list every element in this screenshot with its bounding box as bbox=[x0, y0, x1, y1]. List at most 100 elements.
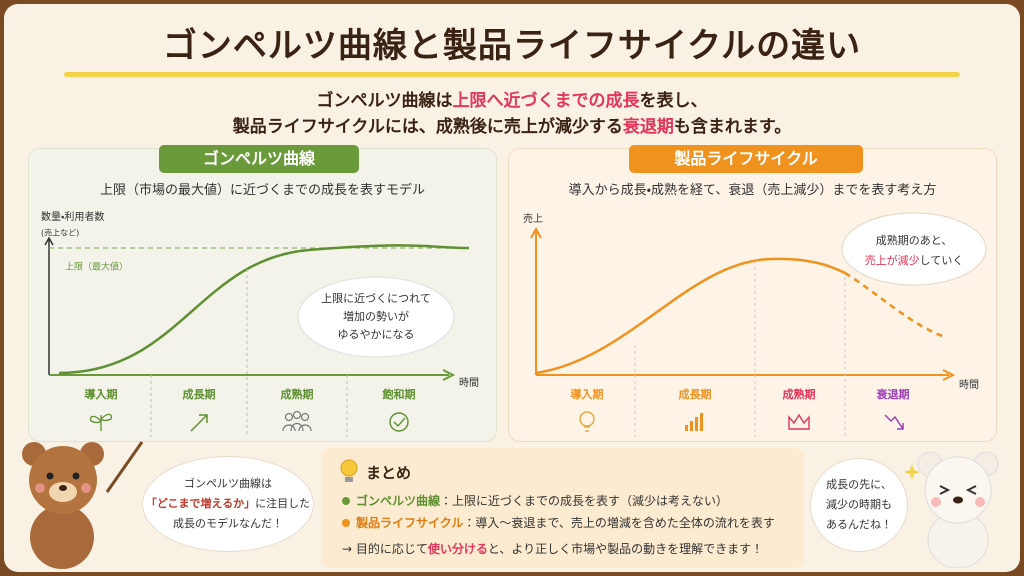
bulb-icon bbox=[579, 411, 595, 432]
bullet bbox=[342, 519, 350, 527]
summary-box: まとめ ゴンペルツ曲線：上限に近づくまでの成長を表す（減少は考えない） 製品ライ… bbox=[322, 448, 804, 568]
gompertz-chart: 数量・利用者数 (売上など) 時間 上限（最大値） 上限に近づくにつれて 増加の… bbox=[41, 210, 479, 437]
subtitle-emphasis: 衰退期 bbox=[622, 117, 674, 137]
callout-text: 売上が減少していく bbox=[865, 253, 964, 267]
speech-text: 成長の先に、 bbox=[826, 478, 892, 491]
y-axis-label: (売上など) bbox=[41, 228, 79, 238]
bear-eye bbox=[939, 485, 977, 495]
bear-head bbox=[924, 456, 992, 524]
callout-text: 成熟期のあと、 bbox=[876, 233, 953, 247]
summary-item: 製品ライフサイクル：導入〜衰退まで、売上の増減を含めた全体の流れを表す bbox=[342, 514, 775, 531]
speech-text: 「どこまで増えるか」に注目した bbox=[143, 494, 313, 514]
subtitle-line: 製品ライフサイクルには、成熟後に売上が減少する衰退期も含まれます。 bbox=[4, 112, 1020, 137]
stage-label: 導入期 bbox=[85, 387, 118, 401]
summary-text: ：導入〜衰退まで、売上の増減を含めた全体の流れを表す bbox=[463, 516, 775, 530]
stage-label: 成熟期 bbox=[783, 387, 816, 401]
sprout-icon bbox=[89, 413, 113, 431]
speech-text: に注目した bbox=[255, 497, 311, 510]
summary-title: まとめ bbox=[366, 464, 412, 482]
bear-eye bbox=[46, 472, 54, 480]
bear-muzzle bbox=[49, 482, 77, 502]
y-axis-label: 数量・利用者数 bbox=[41, 210, 104, 223]
summary-term: 製品ライフサイクル bbox=[356, 516, 464, 530]
bear-body bbox=[30, 505, 94, 569]
panel-label: ゴンペルツ曲線 bbox=[159, 145, 359, 173]
summary-item: ゴンペルツ曲線：上限に近づくまでの成長を表す（減少は考えない） bbox=[342, 492, 728, 509]
subtitle-line: ゴンペルツ曲線は上限へ近づくまでの成長を表し、 bbox=[4, 86, 1020, 111]
x-axis-label: 時間 bbox=[959, 379, 979, 391]
bars-icon bbox=[685, 413, 703, 431]
bear-nose bbox=[953, 496, 963, 504]
panel-description: 導入から成長・成熟を経て、衰退（売上減少）までを表す考え方 bbox=[568, 183, 937, 198]
bear-head bbox=[29, 446, 97, 514]
pointer bbox=[105, 441, 144, 493]
stage-label: 衰退期 bbox=[876, 387, 910, 401]
subtitle-text: も含まれます。 bbox=[673, 117, 792, 137]
bear-eye bbox=[72, 472, 80, 480]
stage-label: 成熟期 bbox=[281, 387, 314, 401]
summary-text: ：上限に近づくまでの成長を表す（減少は考えない） bbox=[440, 494, 729, 508]
decline-icon bbox=[884, 414, 904, 430]
arrow bbox=[44, 236, 54, 246]
check-mark bbox=[393, 417, 406, 428]
x-axis-label: 時間 bbox=[459, 377, 479, 389]
summary-term: ゴンペルツ曲線 bbox=[356, 494, 441, 508]
arrow bbox=[442, 369, 456, 381]
note-text: → 目的に応じて bbox=[342, 542, 428, 556]
gompertz-panel: ゴンペルツ曲線 上限（市場の最大値）に近づくまでの成長を表すモデル 数量・利用者… bbox=[28, 145, 497, 442]
people-icon bbox=[282, 410, 312, 432]
speech-text: ゴンペルツ曲線は bbox=[184, 477, 272, 490]
decline-curve bbox=[844, 271, 946, 339]
panel-label: 製品ライフサイクル bbox=[629, 145, 863, 173]
bear-cheek bbox=[975, 497, 985, 507]
gompertz-curve bbox=[58, 244, 470, 375]
lifecycle-panel: 製品ライフサイクル 導入から成長・成熟を経て、衰退（売上減少）までを表す考え方 … bbox=[508, 145, 997, 442]
limit-label: 上限（最大値） bbox=[65, 261, 128, 273]
bear-right bbox=[904, 451, 999, 568]
lifecycle-chart: 売上 時間 成熟期のあと、 売上が減少していく 導入期 成長期 成熟期 衰退期 bbox=[523, 212, 987, 437]
summary-note: → 目的に応じて使い分けると、より正しく市場や製品の動きを理解できます！ bbox=[342, 540, 763, 557]
speech-text: あるんだね！ bbox=[826, 518, 892, 531]
callout-emphasis: 売上が減少 bbox=[865, 253, 920, 267]
sparkle bbox=[904, 464, 920, 480]
title: ゴンペルツ曲線と製品ライフサイクルの違い bbox=[162, 26, 862, 66]
frame: ゴンペルツ曲線と製品ライフサイクルの違い ゴンペルツ曲線は上限へ近づくまでの成長… bbox=[4, 4, 1020, 572]
stage-label: 飽和期 bbox=[382, 387, 416, 401]
bear-left-speech: ゴンペルツ曲線は 「どこまで増えるか」に注目した 成長のモデルなんだ！ bbox=[142, 456, 314, 552]
y-axis-label: 売上 bbox=[523, 212, 543, 225]
stage-label: 成長期 bbox=[183, 387, 216, 401]
title-underline bbox=[64, 72, 960, 77]
callout-text: していく bbox=[920, 254, 964, 267]
bear-cheek bbox=[35, 483, 45, 493]
growth-icon bbox=[190, 414, 208, 432]
crown-icon bbox=[788, 413, 810, 430]
bear-cheek bbox=[81, 483, 91, 493]
bear-left bbox=[22, 441, 144, 569]
bear-nose bbox=[59, 485, 67, 491]
bullet bbox=[342, 497, 350, 505]
speech-text: 減少の時期も bbox=[826, 498, 892, 511]
bear-right-speech: 成長の先に、 減少の時期も あるんだね！ bbox=[810, 458, 908, 552]
callout-text: 上限に近づくにつれて bbox=[321, 292, 431, 305]
callout-text: 増加の勢いが bbox=[343, 309, 409, 323]
stage-label: 導入期 bbox=[571, 387, 604, 401]
arrow bbox=[942, 369, 956, 381]
callout-text: ゆるやかになる bbox=[338, 328, 415, 341]
note-text: と、より正しく市場や製品の動きを理解できます！ bbox=[487, 542, 764, 556]
subtitle-text: 製品ライフサイクルには、成熟後に売上が減少する bbox=[232, 117, 623, 137]
check-icon bbox=[389, 412, 409, 432]
stage-label: 成長期 bbox=[679, 387, 712, 401]
speech-text: 成長のモデルなんだ！ bbox=[173, 517, 283, 530]
callout bbox=[841, 212, 987, 286]
arrow bbox=[530, 226, 542, 239]
bulb-icon bbox=[340, 459, 358, 482]
panel-description: 上限（市場の最大値）に近づくまでの成長を表すモデル bbox=[99, 183, 425, 198]
subtitle-text: を表し、 bbox=[639, 91, 708, 111]
note-emphasis: 使い分ける bbox=[427, 542, 488, 556]
bear-cheek bbox=[931, 497, 941, 507]
speech-emphasis: 「どこまで増えるか」 bbox=[145, 497, 256, 510]
subtitle-emphasis: 上限へ近づくまでの成長 bbox=[452, 91, 640, 111]
subtitle-text: ゴンペルツ曲線は bbox=[316, 91, 453, 111]
